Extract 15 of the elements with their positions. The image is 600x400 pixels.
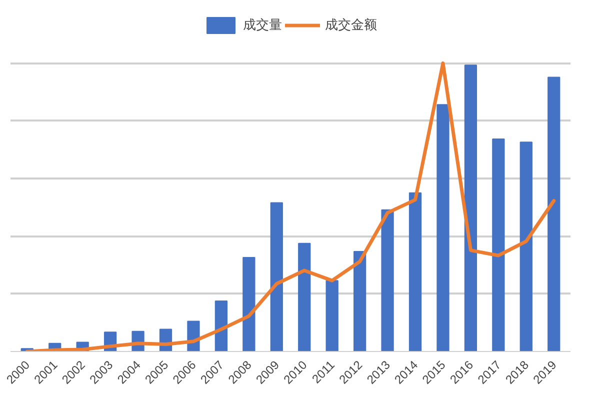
bar <box>242 257 256 352</box>
bar <box>298 242 311 352</box>
bar <box>464 64 478 352</box>
bar <box>408 192 422 352</box>
bar <box>326 280 338 352</box>
bar <box>436 104 450 352</box>
bar <box>270 202 283 352</box>
bar <box>492 138 505 352</box>
legend-label: 成交金额 <box>325 17 377 34</box>
bar <box>381 209 394 352</box>
bar <box>214 300 228 352</box>
bar <box>548 76 560 352</box>
legend-label: 成交量 <box>243 17 282 34</box>
bar <box>520 142 532 352</box>
bar <box>353 250 366 352</box>
